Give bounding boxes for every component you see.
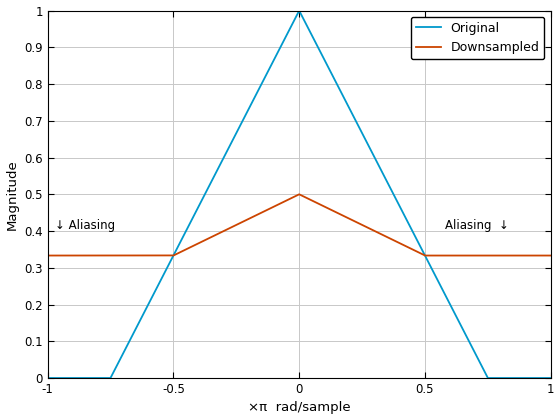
Original xyxy=(136,320,142,325)
Text: ↓ Aliasing: ↓ Aliasing xyxy=(55,219,115,232)
Line: Downsampled: Downsampled xyxy=(48,194,550,255)
Downsampled xyxy=(236,220,243,226)
Original xyxy=(296,8,302,13)
Downsampled xyxy=(296,192,302,197)
Downsampled xyxy=(45,253,52,258)
Downsampled xyxy=(420,252,427,257)
Downsampled xyxy=(136,253,142,258)
X-axis label: ×π  rad/sample: ×π rad/sample xyxy=(248,402,351,415)
Downsampled xyxy=(458,253,465,258)
Downsampled xyxy=(346,216,353,221)
Original xyxy=(547,375,554,381)
Text: Aliasing  ↓: Aliasing ↓ xyxy=(445,219,509,232)
Legend: Original, Downsampled: Original, Downsampled xyxy=(410,17,544,59)
Downsampled xyxy=(44,253,51,258)
Original xyxy=(458,324,465,329)
Original xyxy=(371,155,378,160)
Original xyxy=(236,123,243,129)
Original xyxy=(420,249,427,255)
Downsampled xyxy=(372,229,379,234)
Line: Original: Original xyxy=(48,10,550,378)
Original xyxy=(44,375,51,381)
Original xyxy=(346,106,353,111)
Downsampled xyxy=(547,253,554,258)
Y-axis label: Magnitude: Magnitude xyxy=(6,159,18,230)
